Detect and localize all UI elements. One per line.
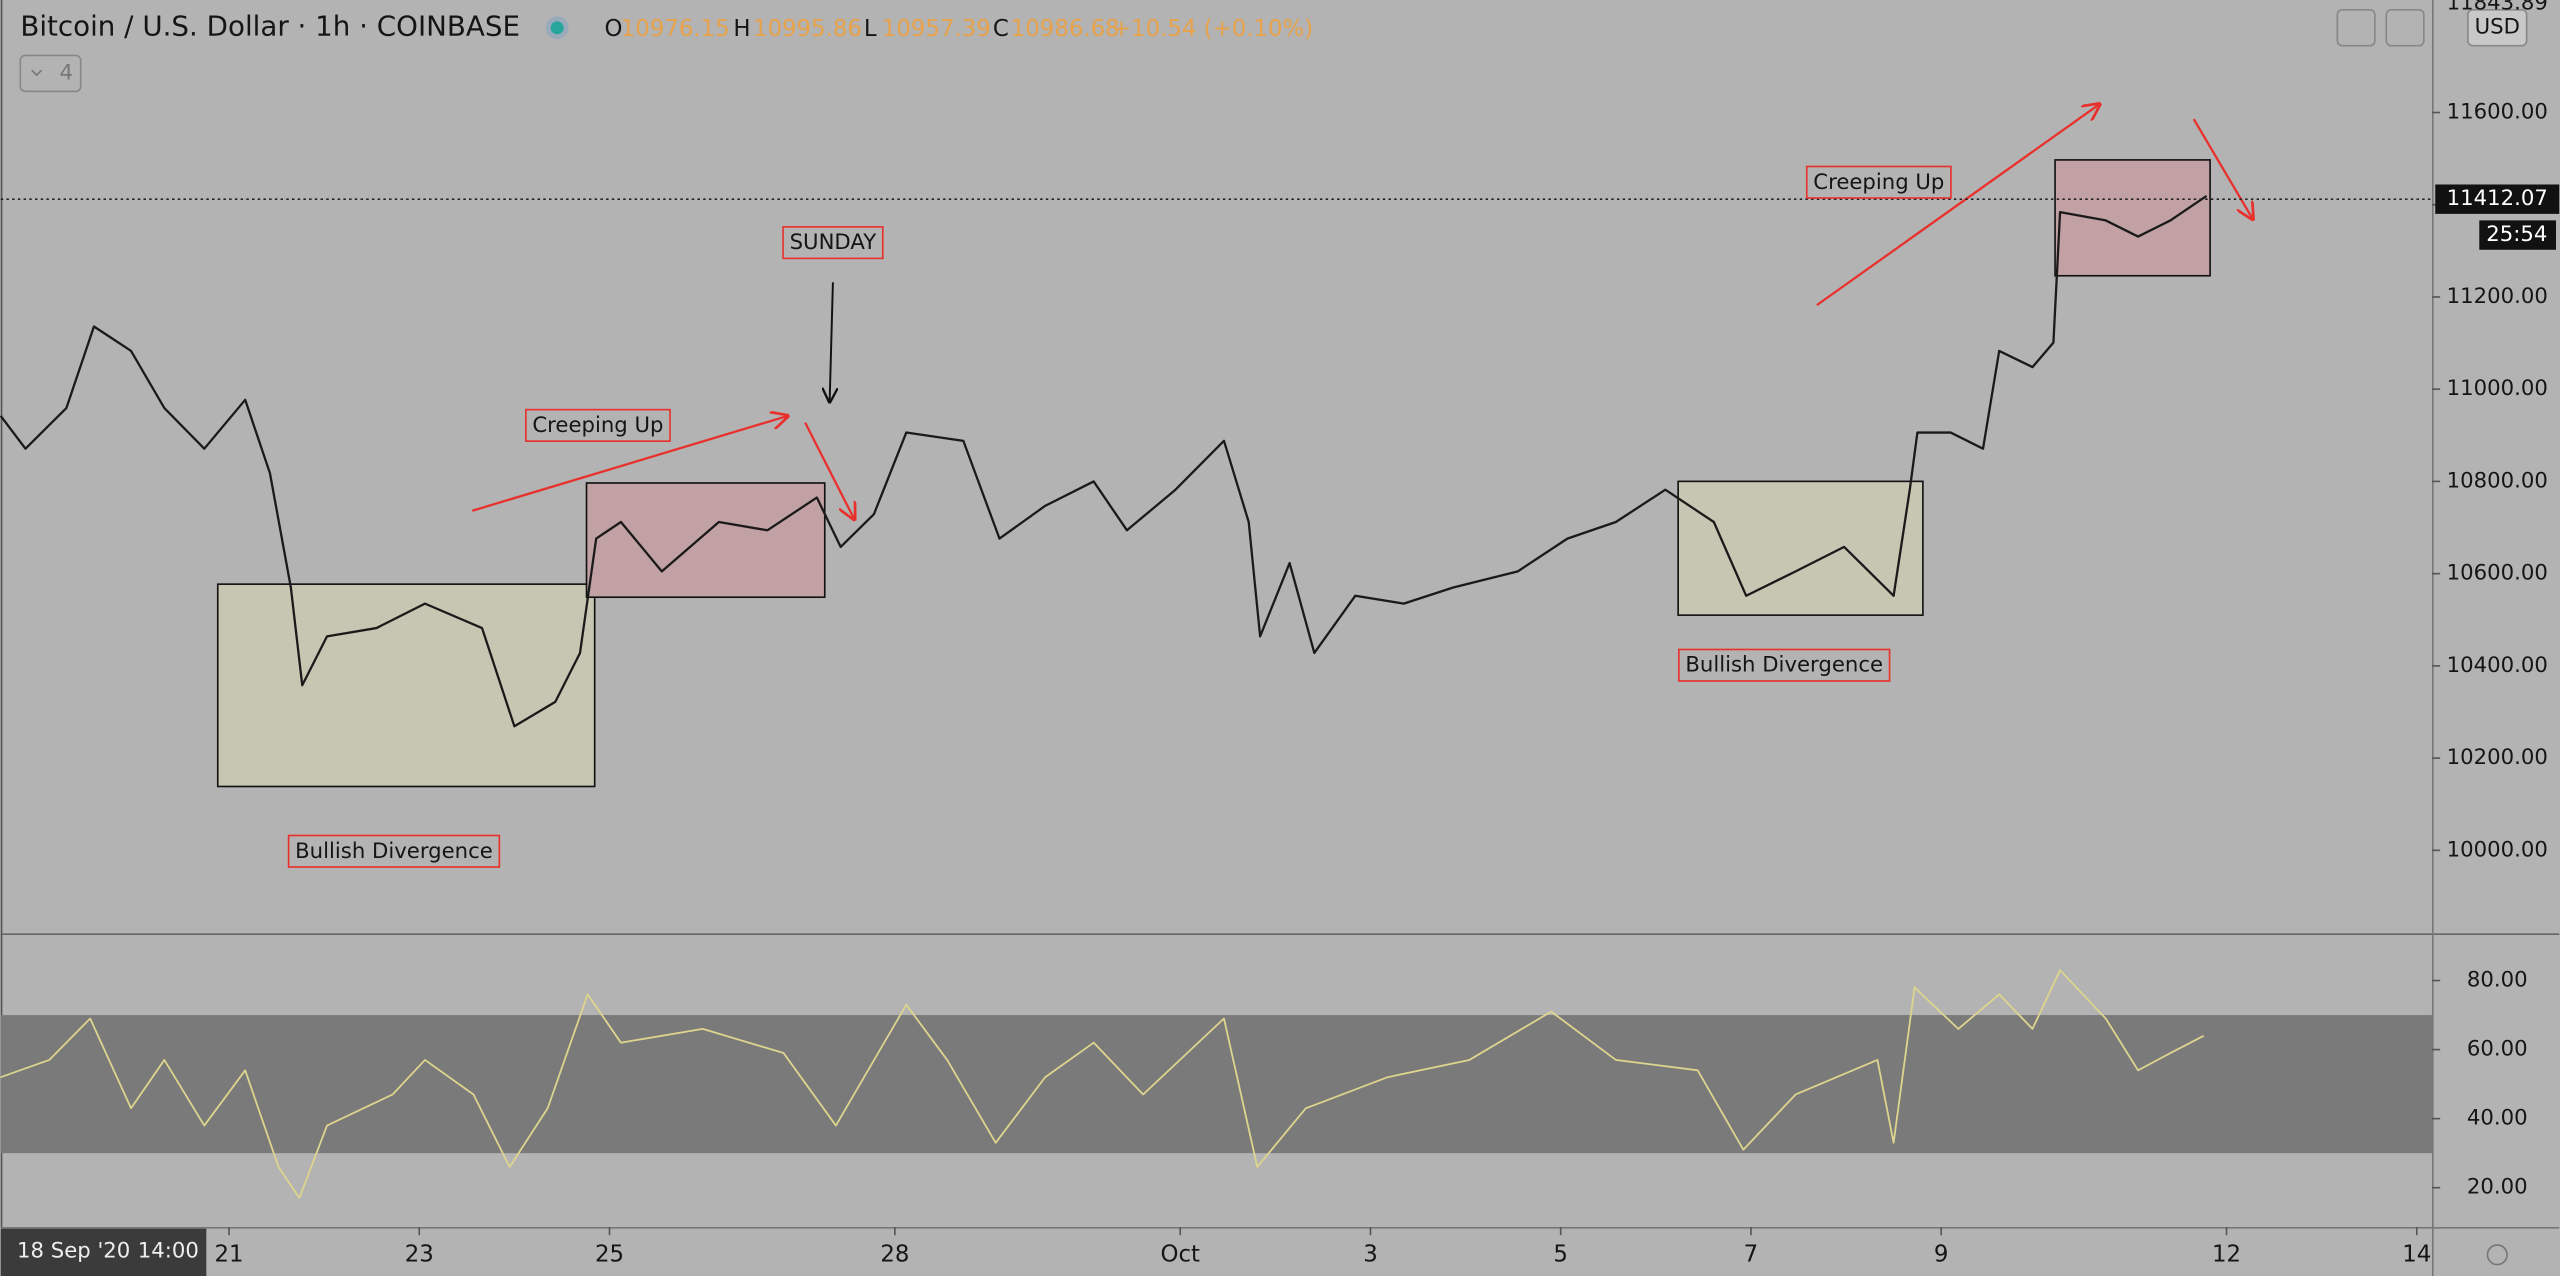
y-tick-label: 20.00 [2467, 1175, 2528, 1200]
annotation-label: Creeping Up [532, 413, 663, 438]
indicator-count: 4 [59, 60, 72, 85]
currency-button[interactable] [2467, 8, 2528, 47]
ohlc-key: C [993, 16, 1009, 42]
currency: USD [2475, 15, 2520, 40]
button[interactable] [2385, 8, 2425, 47]
indicator-toggle[interactable] [19, 54, 82, 93]
x-tick-label: 12 [2212, 1241, 2241, 1267]
status-dot [550, 21, 564, 35]
y-tick-label: 10400.00 [2447, 653, 2548, 678]
annotation-label: Creeping Up [1813, 170, 1944, 195]
annotation-box [525, 408, 671, 442]
arrow [1816, 104, 2099, 307]
y-tick-label: 80.00 [2467, 968, 2528, 993]
symbol-title: Bitcoin / U.S. Dollar · 1h · COINBASE [20, 10, 520, 43]
y-tick-label: 60.00 [2467, 1037, 2528, 1062]
rsi-band-layer [0, 1015, 2432, 1154]
price-change: +10.54 (+0.10%) [1112, 16, 1313, 42]
button[interactable] [2336, 8, 2376, 47]
arrow [2192, 118, 2253, 219]
y-tick-label: 10600.00 [2447, 561, 2548, 586]
annotation-box [1805, 165, 1952, 199]
arrow [804, 422, 854, 519]
y-tick-label: 40.00 [2467, 1106, 2528, 1131]
crosshair-label-bg [0, 1228, 207, 1276]
x-tick-label: 9 [1934, 1241, 1949, 1267]
y-tick-label: 10000.00 [2447, 837, 2548, 862]
price-line [0, 195, 2208, 728]
y-tick-label: 11000.00 [2447, 376, 2548, 401]
ohlc-value: 10957.39 [882, 16, 991, 42]
arrow [830, 282, 833, 401]
rsi-line [0, 969, 2205, 1199]
x-tick-label: Oct [1160, 1241, 1200, 1267]
annotation-label: SUNDAY [790, 230, 877, 255]
ohlc-value: 10995.86 [753, 16, 862, 42]
ohlc-key: H [733, 16, 750, 42]
ohlc-value: 10986.68 [1011, 16, 1120, 42]
highlight-box [1677, 480, 1924, 616]
chevron-icon [31, 69, 43, 77]
x-tick-label: 3 [1363, 1241, 1378, 1267]
y-tick-label: 10200.00 [2447, 745, 2548, 770]
ohlc-key: L [864, 16, 877, 42]
highlight-box [2054, 159, 2211, 277]
y-tick-label: 11600.00 [2447, 100, 2548, 125]
highlight-box [585, 482, 826, 599]
countdown: 25:54 [2486, 222, 2547, 247]
x-tick-label: 28 [880, 1241, 909, 1267]
annotation-box [1678, 648, 1891, 682]
annotation-label: Bullish Divergence [1685, 653, 1883, 678]
annotation-box [287, 834, 501, 868]
x-tick-label: 14 [2402, 1241, 2431, 1267]
x-tick-label: 25 [595, 1241, 624, 1267]
highlight-box [216, 583, 596, 788]
annotation-label: Bullish Divergence [295, 839, 493, 864]
ohlc-value: 10976.15 [621, 16, 730, 42]
top-price-label: 11843.89 [2447, 0, 2548, 15]
countdown-tag [2479, 220, 2556, 250]
x-tick-label: 23 [405, 1241, 434, 1267]
line-layer [0, 195, 2208, 1199]
crosshair-time: 14:00 [138, 1239, 199, 1264]
crosshair-date: 18 Sep '20 [17, 1239, 130, 1264]
x-tick-label: 7 [1744, 1241, 1759, 1267]
annotation-box [782, 226, 884, 260]
settings-icon[interactable] [2486, 1244, 2508, 1266]
ohlc-key: O [604, 16, 622, 42]
arrow [471, 416, 787, 512]
y-tick-label: 10800.00 [2447, 468, 2548, 493]
rsi-band [0, 1015, 2432, 1154]
last-price-label: 11412.07 [2447, 186, 2548, 211]
y-tick-label: 11200.00 [2447, 284, 2548, 309]
x-tick-label: 5 [1553, 1241, 1568, 1267]
x-tick-label: 21 [214, 1241, 243, 1267]
last-price-tag [2435, 184, 2560, 214]
